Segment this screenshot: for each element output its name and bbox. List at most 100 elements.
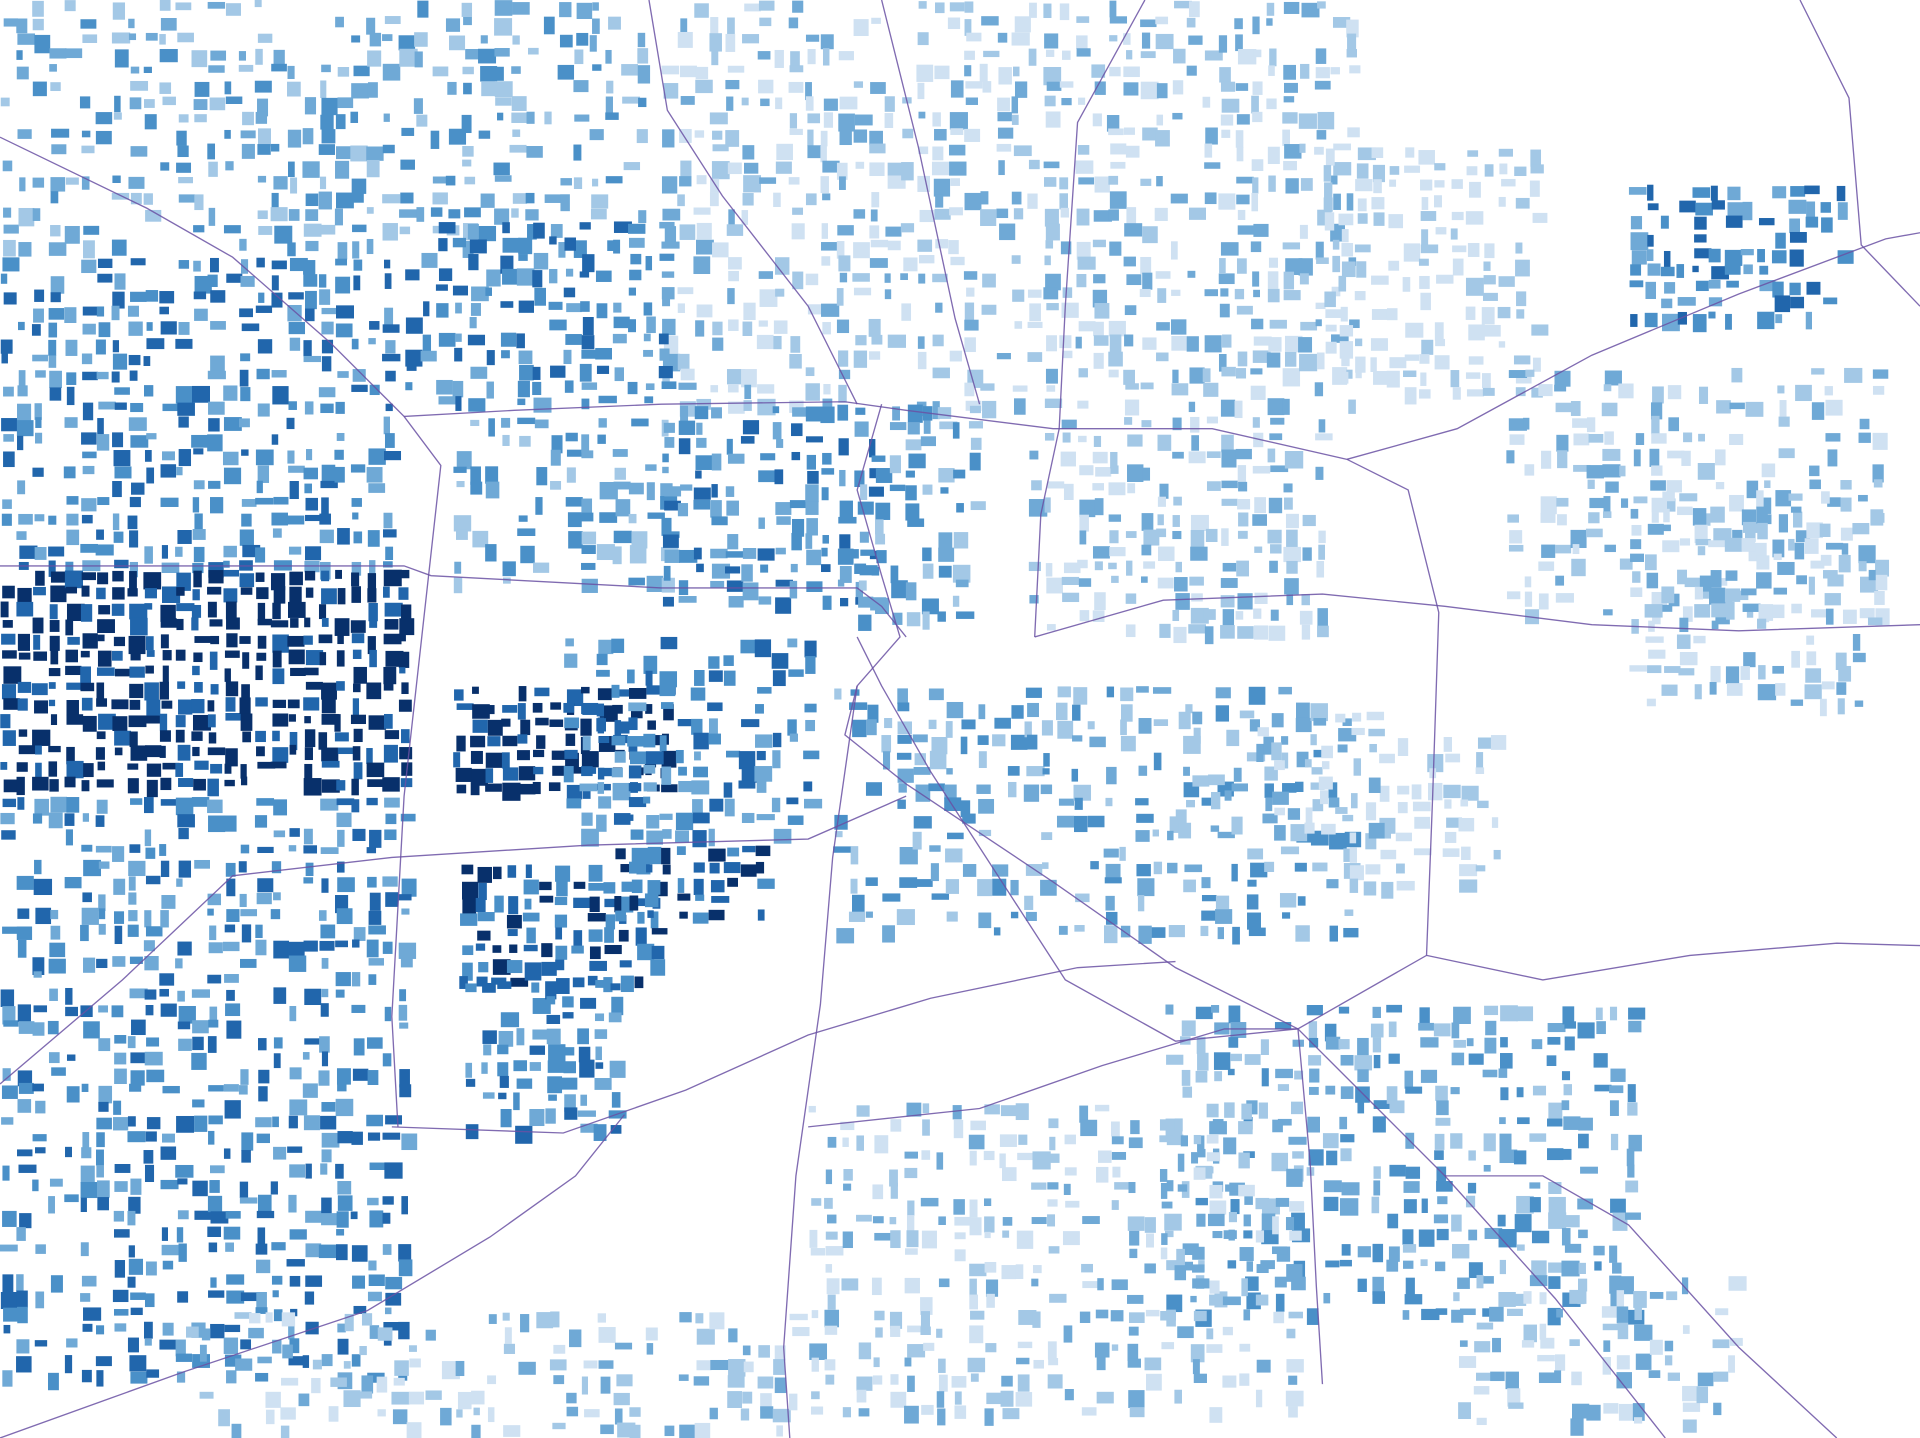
parcel [1595,1007,1603,1021]
parcel [81,145,95,154]
parcel [401,682,409,695]
parcel [651,945,665,960]
parcel [692,812,710,824]
parcel [1806,281,1821,295]
parcel [1060,451,1076,467]
parcel [1160,1310,1176,1321]
parcel [271,275,279,291]
parcel [1450,228,1458,240]
parcel [1741,509,1757,526]
parcel [1644,604,1663,618]
parcel [406,364,417,371]
parcel [1726,683,1743,696]
parcel [1397,802,1408,814]
parcel [129,370,138,381]
parcel [255,572,265,582]
parcel [304,716,311,724]
parcel [368,925,386,935]
parcel [1111,575,1119,583]
parcel [1308,1149,1324,1166]
parcel [983,50,1000,58]
parcel [1420,1069,1438,1083]
parcel [984,1104,1000,1115]
parcel [1649,448,1660,467]
parcel [178,322,190,335]
parcel [950,80,964,98]
parcel [191,617,199,631]
parcel [1452,258,1464,276]
parcel [113,636,126,647]
parcel [485,466,499,484]
parcel [559,2,572,18]
parcel [3,1307,22,1322]
parcel [598,395,617,404]
parcel [1071,768,1079,782]
parcel [319,652,327,666]
parcel [1142,337,1157,350]
parcel [270,620,289,628]
parcel [935,194,944,208]
parcel [303,467,318,480]
parcel [162,96,176,106]
parcel [936,1328,943,1338]
parcel [1121,704,1133,722]
parcel [937,1408,946,1426]
parcel [1094,498,1104,516]
parcel [532,381,542,396]
parcel [544,194,561,203]
parcel [1046,577,1063,594]
parcel [1125,145,1140,158]
parcel [599,767,615,777]
parcel [821,303,840,317]
parcel [1515,259,1530,277]
parcel [144,1051,163,1066]
parcel [1160,1182,1168,1199]
parcel [1475,767,1485,774]
parcel [1578,1262,1586,1274]
parcel [162,1260,174,1270]
parcel [998,67,1012,85]
parcel [1539,1323,1547,1340]
parcel [772,670,786,687]
parcel [1234,18,1243,30]
parcel [1482,292,1498,301]
parcel [772,406,780,414]
parcel [1492,1337,1501,1353]
parcel [513,1060,528,1072]
parcel [627,669,635,684]
parcel [556,978,570,994]
parcel [400,778,413,788]
parcel [1262,813,1278,824]
parcel [1146,1233,1154,1248]
parcel [1209,1294,1218,1306]
parcel [1585,528,1603,538]
parcel [595,1062,604,1069]
parcel [81,130,91,138]
parcel [759,177,777,184]
parcel [774,469,784,485]
parcel [289,571,303,586]
parcel [256,746,265,757]
parcel [1237,48,1257,65]
parcel [548,1044,566,1062]
parcel [1195,1070,1208,1083]
parcel [320,114,334,130]
parcel [532,998,551,1014]
parcel [710,1359,729,1371]
parcel [320,798,339,811]
parcel [836,241,845,259]
parcel [1354,244,1371,253]
parcel [1838,665,1852,682]
parcel [1312,862,1328,872]
parcel [351,178,367,194]
parcel [581,812,593,826]
parcel [318,224,336,235]
parcel [568,531,583,549]
parcel [287,699,300,709]
parcel [1795,384,1812,402]
parcel [1742,603,1761,612]
parcel [462,881,479,900]
parcel [160,777,172,791]
parcel [1047,1182,1059,1190]
